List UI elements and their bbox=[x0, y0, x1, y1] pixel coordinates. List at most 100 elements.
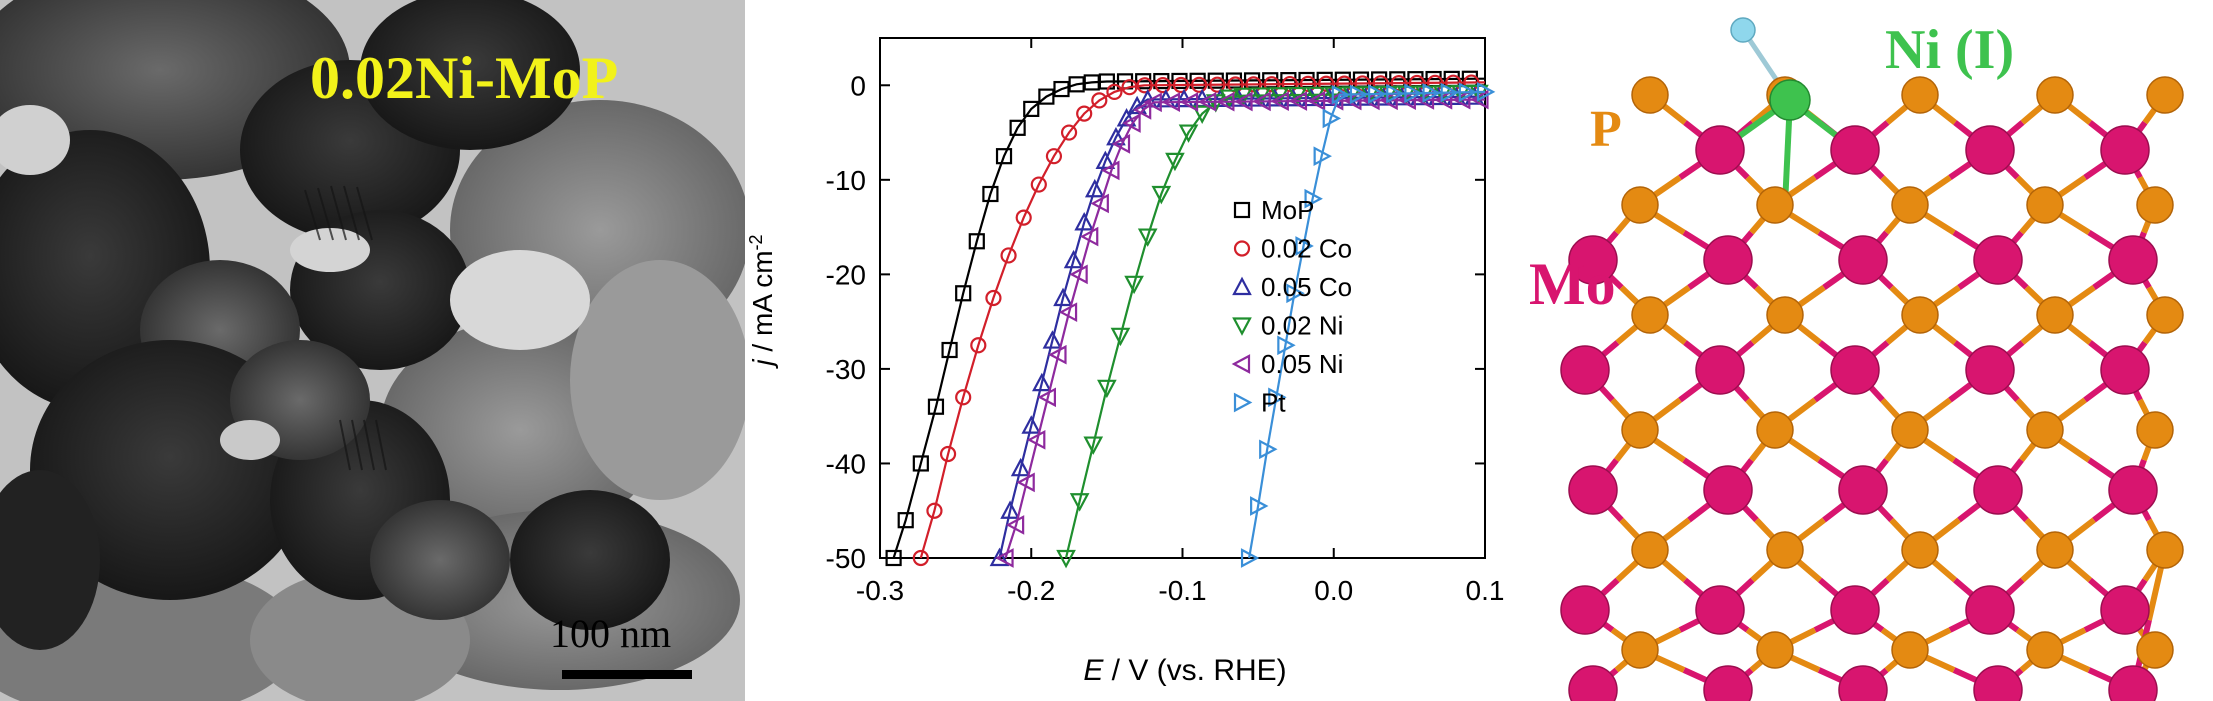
atomic-model-panel: Ni (I) P Mo bbox=[1525, 0, 2213, 701]
data-point bbox=[1361, 90, 1380, 111]
data-point bbox=[1076, 105, 1093, 122]
data-point bbox=[1016, 472, 1035, 493]
data-point bbox=[955, 285, 972, 302]
data-point bbox=[1386, 83, 1405, 104]
p-atom bbox=[1901, 531, 1939, 569]
data-point bbox=[1060, 124, 1078, 141]
mo-atom bbox=[1973, 665, 2023, 701]
mo-atom bbox=[1965, 125, 2015, 175]
mo-atom bbox=[1703, 465, 1753, 515]
p-atom bbox=[1766, 296, 1804, 334]
data-point bbox=[1172, 76, 1190, 94]
data-point bbox=[989, 547, 1010, 567]
mo-atom bbox=[1830, 585, 1880, 635]
mo-atom bbox=[1973, 235, 2023, 285]
data-point bbox=[1136, 77, 1153, 94]
mo-atom bbox=[1830, 125, 1880, 175]
data-point bbox=[1009, 119, 1026, 136]
data-point bbox=[1068, 76, 1085, 93]
y-tick-label: -30 bbox=[826, 354, 866, 385]
mo-atom bbox=[1830, 345, 1880, 395]
data-point bbox=[1111, 134, 1131, 154]
data-point bbox=[1045, 148, 1063, 165]
series-4 bbox=[995, 89, 1489, 568]
x-tick-label: 0.1 bbox=[1466, 575, 1505, 606]
data-point bbox=[1288, 91, 1308, 111]
data-point bbox=[1010, 457, 1031, 477]
legend-marker bbox=[1233, 392, 1253, 413]
p-atom bbox=[1631, 531, 1669, 569]
data-point bbox=[1426, 74, 1444, 91]
y-tick-label: -10 bbox=[826, 165, 866, 196]
x-tick-label: -0.3 bbox=[856, 575, 904, 606]
data-point bbox=[1324, 90, 1344, 111]
data-point bbox=[1083, 436, 1104, 455]
data-point bbox=[1101, 160, 1120, 181]
tem-micrograph bbox=[0, 0, 745, 701]
data-point bbox=[1098, 73, 1115, 90]
p-atom bbox=[2136, 631, 2174, 669]
data-point bbox=[1122, 113, 1141, 133]
legend-item: MoP bbox=[1233, 195, 1314, 225]
legend-label: 0.05 Co bbox=[1261, 272, 1352, 302]
data-point bbox=[1216, 91, 1235, 112]
mo-atom bbox=[1560, 585, 1610, 635]
data-point bbox=[968, 233, 985, 250]
x-tick-label: 0.0 bbox=[1314, 575, 1353, 606]
data-point bbox=[1048, 344, 1067, 365]
legend-item: 0.02 Co bbox=[1233, 234, 1352, 264]
legend-item: Pt bbox=[1233, 388, 1286, 418]
series-line bbox=[998, 95, 1486, 559]
legend-item: 0.05 Ni bbox=[1231, 349, 1343, 379]
data-point bbox=[1476, 82, 1496, 102]
p-atom bbox=[1756, 631, 1794, 669]
tem-image-panel: 0.02Ni-MoP 100 nm bbox=[0, 0, 745, 701]
data-point bbox=[1343, 90, 1362, 111]
series-1 bbox=[912, 74, 1486, 567]
series-0 bbox=[885, 70, 1486, 567]
data-point bbox=[1023, 100, 1040, 118]
data-point bbox=[1132, 100, 1152, 120]
data-point bbox=[1021, 415, 1042, 434]
data-point bbox=[1124, 275, 1144, 295]
data-point bbox=[1379, 90, 1398, 111]
data-point bbox=[1354, 75, 1371, 92]
data-point bbox=[1322, 108, 1342, 129]
p-atom bbox=[1891, 631, 1929, 669]
data-point bbox=[1240, 548, 1260, 568]
mo-atom bbox=[1838, 665, 1888, 701]
data-point bbox=[985, 289, 1002, 307]
data-point bbox=[1470, 89, 1489, 110]
p-atom bbox=[2146, 296, 2184, 334]
data-point bbox=[1121, 79, 1138, 96]
x-tick-label: -0.1 bbox=[1158, 575, 1206, 606]
data-point bbox=[1038, 88, 1055, 105]
data-point bbox=[1063, 249, 1084, 269]
p-atom bbox=[1756, 186, 1794, 224]
data-point bbox=[1079, 226, 1099, 247]
p-atom bbox=[1901, 296, 1939, 334]
legend-label: Pt bbox=[1261, 388, 1286, 418]
legend-marker bbox=[1232, 276, 1252, 296]
data-point bbox=[1268, 387, 1287, 408]
data-point bbox=[1095, 150, 1116, 170]
data-point bbox=[1397, 90, 1416, 110]
data-point bbox=[1331, 84, 1351, 105]
polarization-chart-panel: -0.3 -0.2 -0.1 0.0 0.1 0 -10 -20 -30 -40 -50 MoP 0.… bbox=[745, 0, 1525, 701]
p-atom bbox=[1891, 411, 1929, 449]
legend-label: MoP bbox=[1261, 195, 1314, 225]
data-point bbox=[1304, 188, 1323, 209]
data-point bbox=[1165, 152, 1185, 172]
p-atom bbox=[1891, 186, 1929, 224]
data-point bbox=[1178, 124, 1199, 143]
p-atom bbox=[2036, 296, 2074, 334]
data-point bbox=[1250, 496, 1269, 516]
scale-bar-label: 100 nm bbox=[550, 611, 672, 656]
data-point bbox=[1015, 209, 1032, 226]
mo-atom bbox=[1568, 465, 1618, 515]
data-point bbox=[1372, 75, 1389, 92]
mo-atom bbox=[1703, 235, 1753, 285]
data-point bbox=[1306, 91, 1326, 111]
data-point bbox=[1422, 83, 1441, 103]
data-point bbox=[995, 548, 1014, 568]
